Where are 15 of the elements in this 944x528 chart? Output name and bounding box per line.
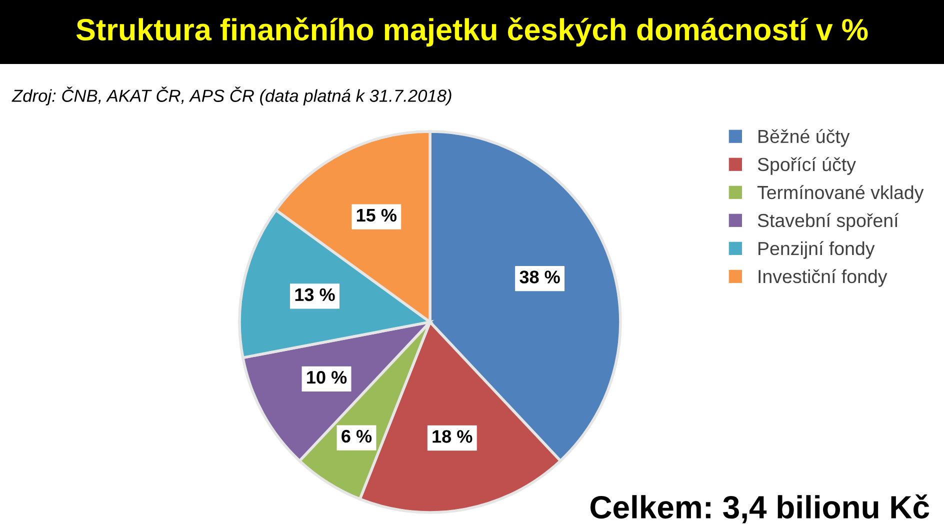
legend-label: Termínované vklady	[757, 185, 924, 203]
chart-title: Struktura finančního majetku českých domácností v %	[76, 17, 868, 47]
data-label: 15 %	[356, 208, 396, 222]
legend-label: Investiční fondy	[758, 269, 888, 287]
legend-label: Penzijní fondy	[758, 241, 875, 259]
data-label: 13 %	[295, 288, 335, 302]
data-label: 10 %	[307, 370, 347, 384]
text: Zdroj: ČNB, AKAT ČR, APS ČR (data platná k 31.7.2018)	[12, 86, 452, 106]
text: Celkem: 3,4 bilionu Kč	[590, 494, 930, 524]
data-label: 38 %	[520, 270, 560, 284]
legend-label: Spořící účty	[758, 157, 856, 175]
legend-label: Běžné účty	[758, 129, 850, 147]
data-label: 18 %	[432, 430, 472, 443]
data-label: 6 %	[342, 430, 372, 443]
legend-label: Stavební spoření	[758, 213, 899, 231]
